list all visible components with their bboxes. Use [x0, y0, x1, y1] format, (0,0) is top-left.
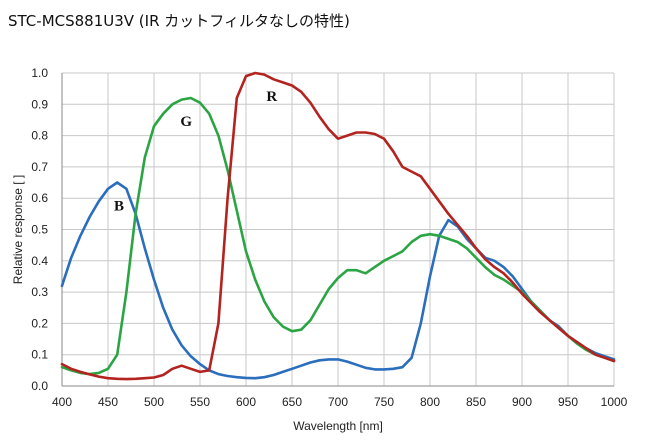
x-tick-label: 450	[98, 395, 118, 409]
series-label-r: R	[266, 89, 277, 105]
grid	[61, 72, 615, 387]
x-tick-label: 650	[282, 395, 302, 409]
x-tick-label: 900	[512, 395, 532, 409]
y-tick-label: 0.6	[31, 191, 48, 205]
series-line-r	[60, 71, 616, 381]
x-tick-label: 400	[52, 395, 72, 409]
y-tick-label: 0.9	[31, 97, 48, 111]
y-tick-label: 0.4	[31, 254, 48, 268]
y-tick-label: 0.0	[31, 379, 48, 393]
y-tick-label: 0.1	[31, 348, 48, 362]
series-line-b	[60, 181, 616, 380]
y-axis-label: Relative response [ ]	[11, 175, 25, 284]
x-tick-label: 1000	[601, 395, 628, 409]
y-tick-label: 0.2	[31, 316, 48, 330]
x-tick-label: 500	[144, 395, 164, 409]
x-axis-label: Wavelength [nm]	[293, 419, 383, 433]
x-tick-label: 600	[236, 395, 256, 409]
series-label-b: B	[114, 199, 124, 215]
y-tick-label: 0.7	[31, 160, 48, 174]
x-tick-label: 950	[558, 395, 578, 409]
y-tick-label: 0.8	[31, 129, 48, 143]
chart-title: STC-MCS881U3V (IR カットフィルタなしの特性)	[8, 12, 350, 30]
x-tick-label: 750	[374, 395, 394, 409]
y-tick-label: 1.0	[31, 66, 48, 80]
x-tick-label: 800	[420, 395, 440, 409]
y-tick-labels: 0.0 0.1 0.2 0.3 0.4 0.5 0.6 0.7 0.8 0.9 1.0	[31, 66, 48, 393]
y-tick-label: 0.5	[31, 223, 48, 237]
x-tick-label: 850	[466, 395, 486, 409]
x-tick-label: 700	[328, 395, 348, 409]
x-tick-labels: 400 450 500 550 600 650 700 750 800 850 900 950 1000	[52, 395, 628, 409]
series-label-g: G	[180, 114, 192, 130]
y-tick-label: 0.3	[31, 285, 48, 299]
series-labels: B G R	[114, 89, 277, 215]
series-lines	[60, 71, 616, 381]
x-tick-label: 550	[190, 395, 210, 409]
